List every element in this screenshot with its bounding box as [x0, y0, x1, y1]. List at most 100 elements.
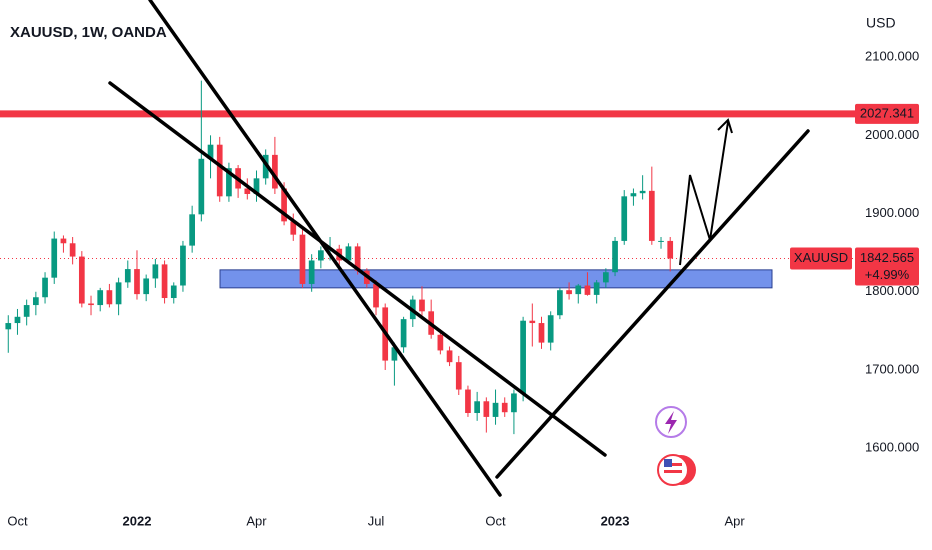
- flag-canton: [664, 459, 672, 467]
- candle-body: [566, 290, 572, 295]
- candle-body: [501, 402, 508, 413]
- chart-title: XAUUSD, 1W, OANDA: [10, 24, 167, 41]
- arrow-head: [717, 118, 733, 134]
- candle-body: [253, 178, 260, 194]
- candle-body: [547, 315, 554, 343]
- candle-body: [474, 401, 480, 414]
- candle-body: [465, 389, 471, 414]
- candle-body: [216, 144, 223, 197]
- candle-body: [69, 243, 76, 257]
- y-tick-label: 1700.000: [865, 361, 919, 376]
- candle-body: [630, 193, 637, 197]
- x-tick-label: 2023: [601, 513, 630, 528]
- symbol-tag-label: XAUUSD: [794, 250, 848, 265]
- candle-body: [391, 347, 398, 361]
- candle-body: [658, 240, 664, 242]
- candle-body: [345, 246, 352, 261]
- candle-body: [143, 278, 150, 295]
- x-tick-label: 2022: [123, 513, 152, 528]
- price-tag: [855, 103, 919, 124]
- candle-body: [33, 297, 39, 306]
- candle-body: [42, 277, 48, 298]
- candle-body: [621, 196, 628, 241]
- candle-body: [446, 350, 453, 363]
- candle-body: [511, 393, 517, 413]
- channel-line: [148, 0, 502, 497]
- candle-body: [207, 144, 214, 159]
- y-tick-label: 2100.000: [865, 49, 919, 64]
- x-tick-label: Apr: [724, 513, 745, 528]
- candle-body: [180, 245, 186, 286]
- x-tick-label: Oct: [485, 513, 506, 528]
- drawings: [108, 0, 810, 497]
- candle-body: [593, 282, 600, 295]
- candle-body: [299, 234, 306, 284]
- candle-body: [373, 283, 379, 308]
- flag-stripe: [664, 470, 682, 473]
- symbol-tag: [790, 247, 852, 270]
- candle-body: [23, 305, 30, 317]
- candle-body: [106, 290, 113, 305]
- axes: 1600.000 1700.000 1800.000 1900.000 2000.000…: [7, 49, 919, 529]
- candle-body: [244, 188, 251, 194]
- candle-body: [667, 240, 674, 259]
- candle-body: [354, 246, 361, 271]
- axis-unit: USD: [866, 15, 896, 31]
- candle-body: [161, 264, 168, 299]
- candle-body: [78, 256, 85, 304]
- candle-body: [612, 240, 618, 273]
- candle-body: [437, 334, 444, 351]
- trend-line: [495, 129, 810, 479]
- projection-path: [679, 121, 729, 266]
- change-label: +4.99%: [865, 267, 910, 282]
- candle-body: [97, 290, 104, 306]
- candle-body: [290, 221, 297, 235]
- candle-body: [557, 290, 563, 316]
- flag-stripe: [664, 463, 682, 466]
- candle-body: [529, 320, 536, 324]
- candle-body: [226, 168, 232, 197]
- x-tick-label: Jul: [368, 513, 385, 528]
- candle-body: [575, 285, 582, 295]
- candle-body: [189, 214, 195, 246]
- icons: [655, 406, 696, 486]
- candle-body: [134, 269, 140, 295]
- candle-body: [272, 154, 278, 189]
- y-tick-label: 1800.000: [865, 283, 919, 298]
- candle-body: [281, 188, 287, 222]
- candle-body: [584, 285, 591, 295]
- candle-body: [5, 323, 12, 330]
- candle-body: [520, 320, 526, 394]
- candle-body: [88, 303, 94, 306]
- candle-body: [639, 190, 646, 194]
- candle-body: [60, 238, 67, 244]
- candle-body: [538, 323, 545, 343]
- candle-body: [483, 401, 490, 417]
- candle-body: [400, 319, 407, 348]
- price-tag: [855, 247, 919, 286]
- candle-body: [648, 190, 655, 241]
- y-tick-label: 1600.000: [865, 440, 919, 455]
- x-tick-label: Apr: [246, 513, 267, 528]
- candle-body: [124, 269, 131, 283]
- candle-body: [51, 238, 58, 278]
- price-tag-label: 1842.565: [860, 250, 914, 265]
- y-tick-label: 2000.000: [865, 127, 919, 142]
- candle-body: [603, 272, 609, 283]
- candle-body: [455, 362, 462, 390]
- candle-body: [170, 285, 177, 299]
- candle-body: [308, 260, 315, 284]
- y-tick-label: 1900.000: [865, 205, 919, 220]
- candle-body: [492, 402, 499, 417]
- price-tag-label: 2027.341: [860, 105, 914, 120]
- candle-body: [198, 158, 205, 215]
- candle-body: [152, 264, 159, 279]
- candle-body: [318, 250, 324, 261]
- x-tick-label: Oct: [7, 513, 28, 528]
- flash-glyph: [665, 411, 677, 434]
- channel-line: [108, 81, 607, 457]
- candle-body: [115, 282, 122, 305]
- candle-body: [14, 316, 21, 324]
- candle-body: [419, 299, 425, 312]
